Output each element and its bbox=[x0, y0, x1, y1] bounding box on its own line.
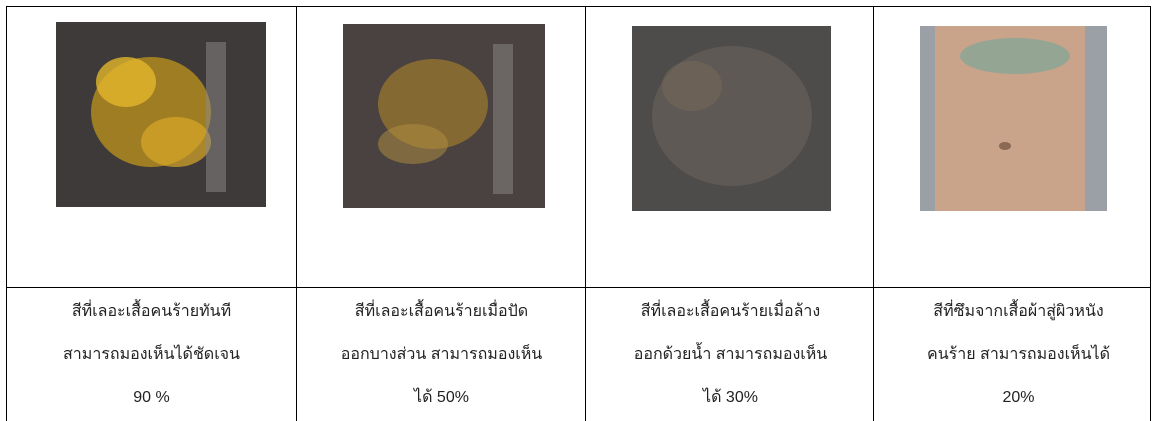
caption-line: 90 % bbox=[133, 389, 170, 406]
caption: สีที่เลอะเสื้อคนร้ายเมื่อปัดออกบางส่วน ส… bbox=[297, 290, 586, 419]
caption-line: สีที่เลอะเสื้อคนร้ายเมื่อล้าง bbox=[640, 303, 821, 320]
caption-line: สามารถมองเห็นได้ชัดเจน bbox=[63, 346, 240, 363]
column-divider bbox=[873, 6, 874, 421]
caption: สีที่ซึมจากเสื้อผ้าสู่ผิวหนังคนร้าย สามา… bbox=[874, 290, 1155, 419]
caption-line: สีที่เลอะเสื้อคนร้ายทันที bbox=[71, 303, 232, 320]
caption-line: สีที่เลอะเสื้อคนร้ายเมื่อปัด bbox=[354, 303, 529, 320]
column-divider bbox=[1150, 6, 1151, 421]
caption-line: คนร้าย สามารถมองเห็นได้ bbox=[927, 346, 1110, 363]
photo-shirt-washed bbox=[632, 26, 831, 211]
caption-line: ออกด้วยน้ำ สามารถมองเห็น bbox=[633, 346, 828, 363]
caption: สีที่เลอะเสื้อคนร้ายเมื่อล้างออกด้วยน้ำ … bbox=[586, 290, 875, 419]
caption-line: ออกบางส่วน สามารถมองเห็น bbox=[340, 346, 543, 363]
column-divider bbox=[6, 6, 7, 421]
row-divider bbox=[6, 287, 1151, 288]
photo-skin bbox=[920, 26, 1107, 211]
caption-line: สีที่ซึมจากเสื้อผ้าสู่ผิวหนัง bbox=[933, 303, 1104, 320]
caption-line: ได้ 50% bbox=[414, 389, 469, 406]
column-divider bbox=[585, 6, 586, 421]
caption: สีที่เลอะเสื้อคนร้ายทันทีสามารถมองเห็นได… bbox=[7, 290, 296, 419]
table-border bbox=[6, 6, 1151, 7]
column-divider bbox=[296, 6, 297, 421]
photo-shirt-fresh bbox=[56, 22, 266, 207]
photo-shirt-brushed bbox=[343, 24, 545, 208]
caption-line: 20% bbox=[1002, 389, 1035, 406]
caption-line: ได้ 30% bbox=[703, 389, 758, 406]
